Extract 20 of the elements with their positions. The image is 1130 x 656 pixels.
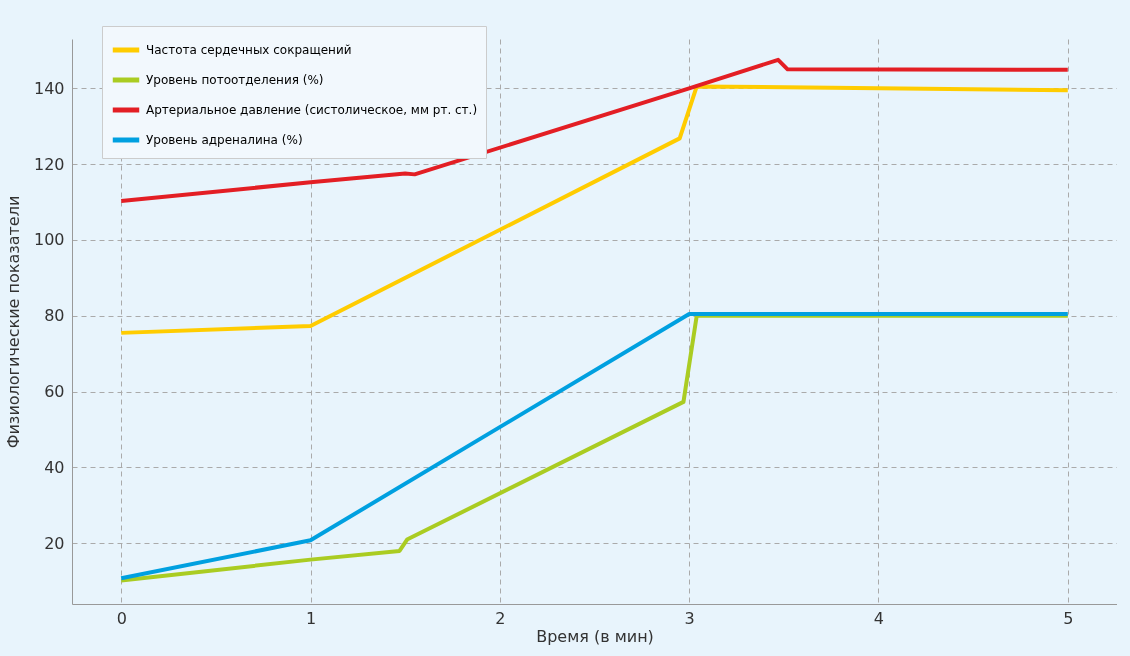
x-tick-label: 5 (1063, 608, 1074, 628)
y-tick-label: 120 (33, 154, 65, 174)
line-series (119, 57, 1070, 203)
legend-label: Частота сердечных сокращений (146, 43, 352, 57)
y-tick-label: 60 (44, 382, 65, 402)
x-tick-label: 4 (873, 608, 885, 628)
y-axis-title: Физиологические показатели (3, 195, 23, 449)
y-tick-label: 100 (33, 230, 65, 250)
x-axis-title: Время (в мин) (536, 626, 654, 646)
x-tick-label: 2 (495, 608, 506, 628)
y-tick-label: 40 (44, 457, 65, 477)
legend-label: Артериальное давление (систолическое, мм рт. ст.) (146, 103, 478, 117)
legend-label: Уровень адреналина (%) (146, 133, 303, 147)
y-tick-label: 20 (44, 533, 65, 553)
legend-label: Уровень потоотделения (%) (146, 73, 324, 87)
x-tick-label: 0 (116, 608, 127, 628)
x-tick-label: 3 (684, 608, 695, 628)
y-tick-label: 140 (33, 78, 65, 98)
x-tick-label: 1 (305, 608, 317, 628)
y-tick-label: 80 (44, 306, 65, 326)
